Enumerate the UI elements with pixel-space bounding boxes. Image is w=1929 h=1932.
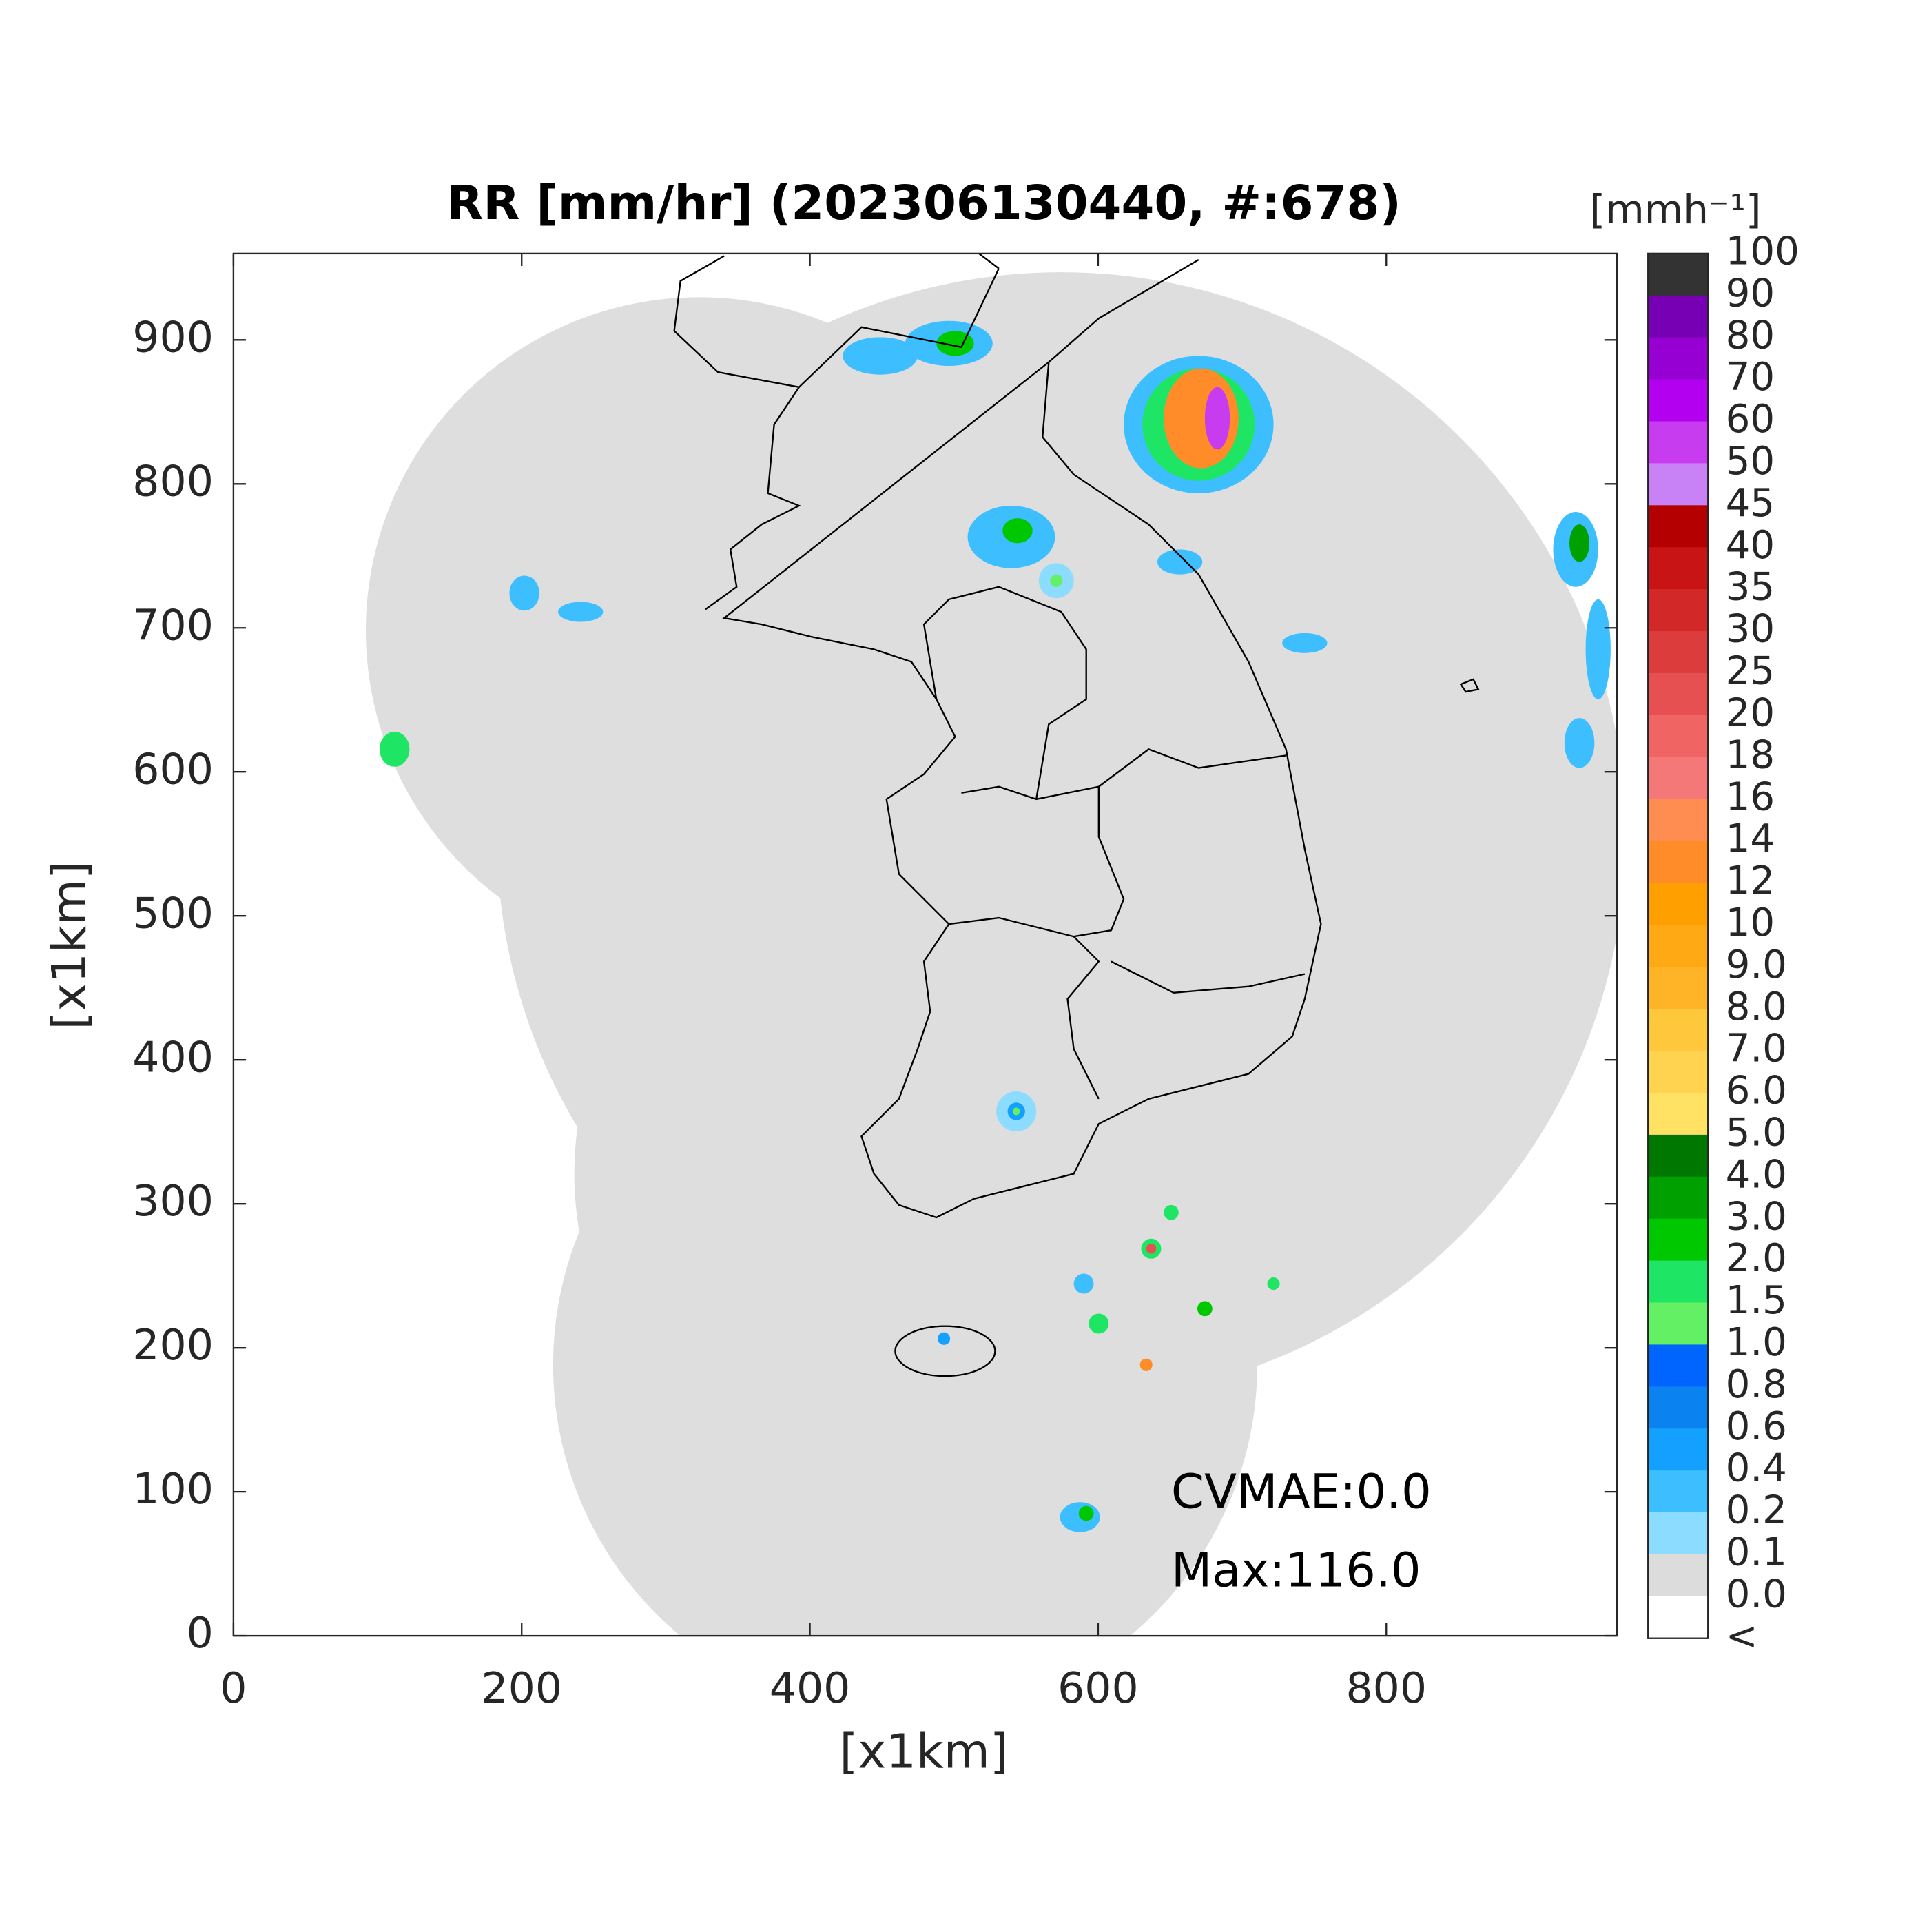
colorbar-segment	[1648, 883, 1709, 926]
y-axis-label: [x1km]	[42, 861, 97, 1029]
colorbar-label: 6.0	[1726, 1069, 1787, 1113]
colorbar-label: 0.8	[1726, 1362, 1787, 1407]
colorbar-segment	[1648, 672, 1709, 716]
colorbar-segment	[1648, 1512, 1709, 1555]
y-tick-label: 300	[132, 1176, 214, 1226]
colorbar-segment	[1648, 505, 1709, 548]
colorbar-label: 8.0	[1726, 985, 1787, 1029]
colorbar-label: 18	[1726, 732, 1775, 777]
y-tick-label: 400	[132, 1032, 214, 1082]
colorbar-segment	[1648, 589, 1709, 632]
x-axis-label: [x1km]	[839, 1724, 1008, 1779]
colorbar-segment	[1648, 1470, 1709, 1513]
colorbar-segment	[1648, 547, 1709, 590]
colorbar-label: 9.0	[1726, 943, 1787, 987]
colorbar-label: 4.0	[1726, 1152, 1787, 1197]
coastline	[673, 253, 1480, 1377]
colorbar-label: 70	[1726, 355, 1775, 400]
colorbar-label: 50	[1726, 439, 1775, 484]
colorbar-label: 0.6	[1726, 1404, 1787, 1449]
colorbar-label: 10	[1726, 901, 1775, 945]
colorbar-segment	[1648, 1596, 1709, 1639]
colorbar-label: 16	[1726, 774, 1775, 819]
colorbar-segment	[1648, 1428, 1709, 1472]
colorbar-segment	[1648, 1092, 1709, 1135]
colorbar-label: 7.0	[1726, 1027, 1787, 1071]
y-tick-label: 0	[187, 1608, 214, 1658]
annotation: Max:116.0	[1171, 1543, 1421, 1599]
annotation: CVMAE:0.0	[1171, 1464, 1432, 1519]
colorbar-segment	[1648, 1260, 1709, 1304]
x-tick-label: 600	[1058, 1663, 1139, 1713]
x-tick-label: 200	[481, 1663, 562, 1713]
colorbar-segment	[1648, 757, 1709, 800]
y-tick-label: 100	[132, 1464, 214, 1514]
y-tick-label: 600	[132, 744, 214, 794]
colorbar-segment	[1648, 1302, 1709, 1346]
colorbar-segment	[1648, 1218, 1709, 1262]
colorbar-segment	[1648, 1386, 1709, 1430]
rain-cells	[379, 320, 1611, 1532]
colorbar-label: 2.0	[1726, 1236, 1787, 1281]
colorbar-label: 20	[1726, 690, 1775, 735]
title: RR [mm/hr] (202306130440, #:678)	[446, 176, 1401, 231]
colorbar-label: 90	[1726, 271, 1775, 316]
colorbar-label: 14	[1726, 816, 1775, 861]
x-tick-label: 800	[1345, 1663, 1427, 1713]
colorbar-segment	[1648, 295, 1709, 338]
colorbar-label: 30	[1726, 607, 1775, 652]
y-tick-label: 800	[132, 456, 214, 506]
radar-coverage	[366, 253, 1617, 1636]
colorbar-label: 3.0	[1726, 1194, 1787, 1239]
x-tick-label: 0	[220, 1663, 247, 1713]
colorbar-label: <	[1726, 1614, 1758, 1658]
colorbar-label: 0.0	[1726, 1572, 1787, 1616]
colorbar-label: 1.5	[1726, 1278, 1787, 1323]
colorbar-label: 80	[1726, 313, 1775, 358]
colorbar-segment	[1648, 1344, 1709, 1388]
plot-frame	[232, 252, 1618, 1637]
colorbar-unit: [mmh⁻¹]	[1590, 186, 1762, 233]
axes: 0 200 400 600 800 0 100 200 300 400 500 600 700 800 90…	[132, 253, 1617, 1713]
y-tick-label: 500	[132, 888, 214, 938]
colorbar-segment	[1648, 799, 1709, 842]
colorbar-label: 1.0	[1726, 1320, 1787, 1365]
colorbar-label: 0.4	[1726, 1446, 1787, 1491]
colorbar-segment	[1648, 1009, 1709, 1051]
colorbar-label: 0.2	[1726, 1488, 1787, 1533]
colorbar-label: 40	[1726, 523, 1775, 568]
colorbar-segment	[1648, 967, 1709, 1010]
colorbar-segment	[1648, 421, 1709, 464]
colorbar-segment	[1648, 841, 1709, 884]
colorbar-label: 12	[1726, 859, 1775, 903]
colorbar-segment	[1648, 379, 1709, 422]
colorbar-segment	[1648, 1051, 1709, 1093]
colorbar-segment	[1648, 1134, 1709, 1178]
colorbar-label: 0.1	[1726, 1530, 1787, 1575]
colorbar-label: 25	[1726, 649, 1775, 694]
y-tick-label: 900	[132, 312, 214, 362]
colorbar-segment	[1648, 463, 1709, 506]
y-tick-label: 200	[132, 1320, 214, 1370]
colorbar-frame	[1647, 252, 1709, 1639]
x-tick-label: 400	[770, 1663, 851, 1713]
colorbar-segment	[1648, 337, 1709, 380]
y-tick-label: 700	[132, 600, 214, 650]
colorbar-segment	[1648, 253, 1709, 296]
colorbar-label: 5.0	[1726, 1111, 1787, 1155]
colorbar-label: 100	[1726, 229, 1799, 274]
colorbar-segment	[1648, 1176, 1709, 1220]
colorbar-segment	[1648, 925, 1709, 968]
colorbar-label: 35	[1726, 565, 1775, 610]
colorbar-label: 45	[1726, 481, 1775, 526]
colorbar-segment	[1648, 1554, 1709, 1597]
colorbar-segment	[1648, 631, 1709, 674]
colorbar-label: 60	[1726, 397, 1775, 442]
colorbar: 100908070605045403530252018161412109.08.…	[1647, 229, 1799, 1658]
colorbar-segment	[1648, 715, 1709, 758]
